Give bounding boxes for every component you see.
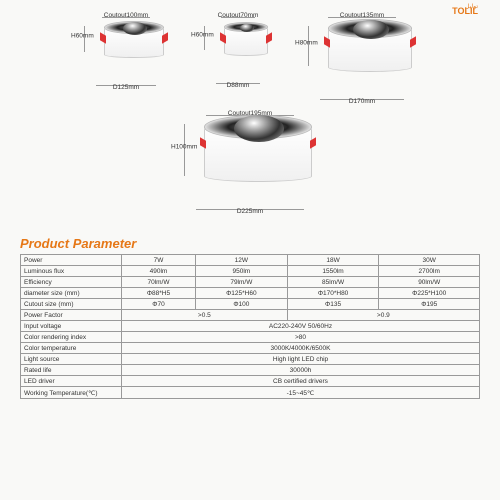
row-cell: 79lm/W (195, 277, 287, 288)
row-cell: 85lm/W (287, 277, 379, 288)
height-label: H80mm (295, 40, 318, 47)
row-key: Rated life (21, 365, 122, 376)
row-cell: 3000K/4000K/6500K (121, 343, 479, 354)
height-label: H60mm (71, 33, 94, 40)
row-key: Working Temperature(℃) (21, 387, 122, 399)
diagram-2: Coutout135mmH80mmD170mm (305, 20, 419, 96)
row-key: Color rendering index (21, 332, 122, 343)
spec-table: Power7W12W18W30WLuminous flux490lm950lm1… (20, 254, 480, 399)
row-cell: 950lm (195, 266, 287, 277)
row-cell: 30W (379, 255, 480, 266)
table-row: Color rendering index>80 (21, 332, 480, 343)
height-label: H60mm (191, 32, 214, 39)
row-key: Power (21, 255, 122, 266)
row-cell: 12W (195, 255, 287, 266)
row-cell: AC220-240V 50/60Hz (121, 321, 479, 332)
row-cell: 30000h (121, 365, 479, 376)
height-label: H100mm (171, 144, 197, 151)
table-row: Working Temperature(℃)-15~45℃ (21, 387, 480, 399)
table-row: diameter size (mm)Φ88*H5Φ125*H60Φ170*H80… (21, 288, 480, 299)
row-cell: High light LED chip (121, 354, 479, 365)
page: توليل TOLIL Coutout100mmH60mmD125mmCouto… (0, 0, 500, 500)
row-cell: 2700lm (379, 266, 480, 277)
row-cell: >80 (121, 332, 479, 343)
row-cell: 90lm/W (379, 277, 480, 288)
row-key: Cutout size (mm) (21, 299, 122, 310)
table-row: Input voltageAC220-240V 50/60Hz (21, 321, 480, 332)
row-key: Input voltage (21, 321, 122, 332)
row-key: Light source (21, 354, 122, 365)
table-row: Rated life30000h (21, 365, 480, 376)
table-row: Power Factor>0.5>0.9 (21, 310, 480, 321)
diagrams-grid: Coutout100mmH60mmD125mm Coutout70mmH60mmD… (20, 8, 480, 228)
diameter-label: D88mm (227, 82, 250, 89)
table-body: Power7W12W18W30WLuminous flux490lm950lm1… (21, 255, 480, 399)
diameter-label: D225mm (237, 208, 263, 215)
logo-main: TOLIL (452, 6, 478, 16)
row-cell: Φ70 (121, 299, 195, 310)
table-row: Luminous flux490lm950lm1550lm2700lm (21, 266, 480, 277)
row-cell: 18W (287, 255, 379, 266)
row-cell: Φ125*H60 (195, 288, 287, 299)
row-cell: Φ100 (195, 299, 287, 310)
row-key: Color temperature (21, 343, 122, 354)
diameter-label: D125mm (113, 84, 139, 91)
row-cell: 7W (121, 255, 195, 266)
table-row: Efficiency70lm/W79lm/W85lm/W90lm/W (21, 277, 480, 288)
row-key: Efficiency (21, 277, 122, 288)
row-key: diameter size (mm) (21, 288, 122, 299)
row-cell: Φ195 (379, 299, 480, 310)
row-cell: CB certified drivers (121, 376, 479, 387)
row-cell: 1550lm (287, 266, 379, 277)
row-cell: Φ135 (287, 299, 379, 310)
table-row: Cutout size (mm)Φ70Φ100Φ135Φ195 (21, 299, 480, 310)
row-key: LED driver (21, 376, 122, 387)
table-row: Power7W12W18W30W (21, 255, 480, 266)
diagram-1: Coutout70mmH60mmD88mm (201, 20, 275, 80)
section-title: Product Parameter (20, 236, 480, 251)
row-key: Luminous flux (21, 266, 122, 277)
row-cell: >0.5 (121, 310, 287, 321)
row-cell: -15~45℃ (121, 387, 479, 399)
row-cell: 490lm (121, 266, 195, 277)
row-cell: 70lm/W (121, 277, 195, 288)
row-cell: Φ225*H100 (379, 288, 480, 299)
table-row: Light sourceHigh light LED chip (21, 354, 480, 365)
row-cell: Φ170*H80 (287, 288, 379, 299)
row-key: Power Factor (21, 310, 122, 321)
row-cell: Φ88*H5 (121, 288, 195, 299)
row-cell: >0.9 (287, 310, 479, 321)
diameter-label: D170mm (349, 98, 375, 105)
diagram-3: Coutout195mmH100mmD225mm (181, 118, 319, 206)
table-row: Color temperature3000K/4000K/6500K (21, 343, 480, 354)
table-row: LED driverCB certified drivers (21, 376, 480, 387)
diagram-0: Coutout100mmH60mmD125mm (81, 20, 171, 82)
